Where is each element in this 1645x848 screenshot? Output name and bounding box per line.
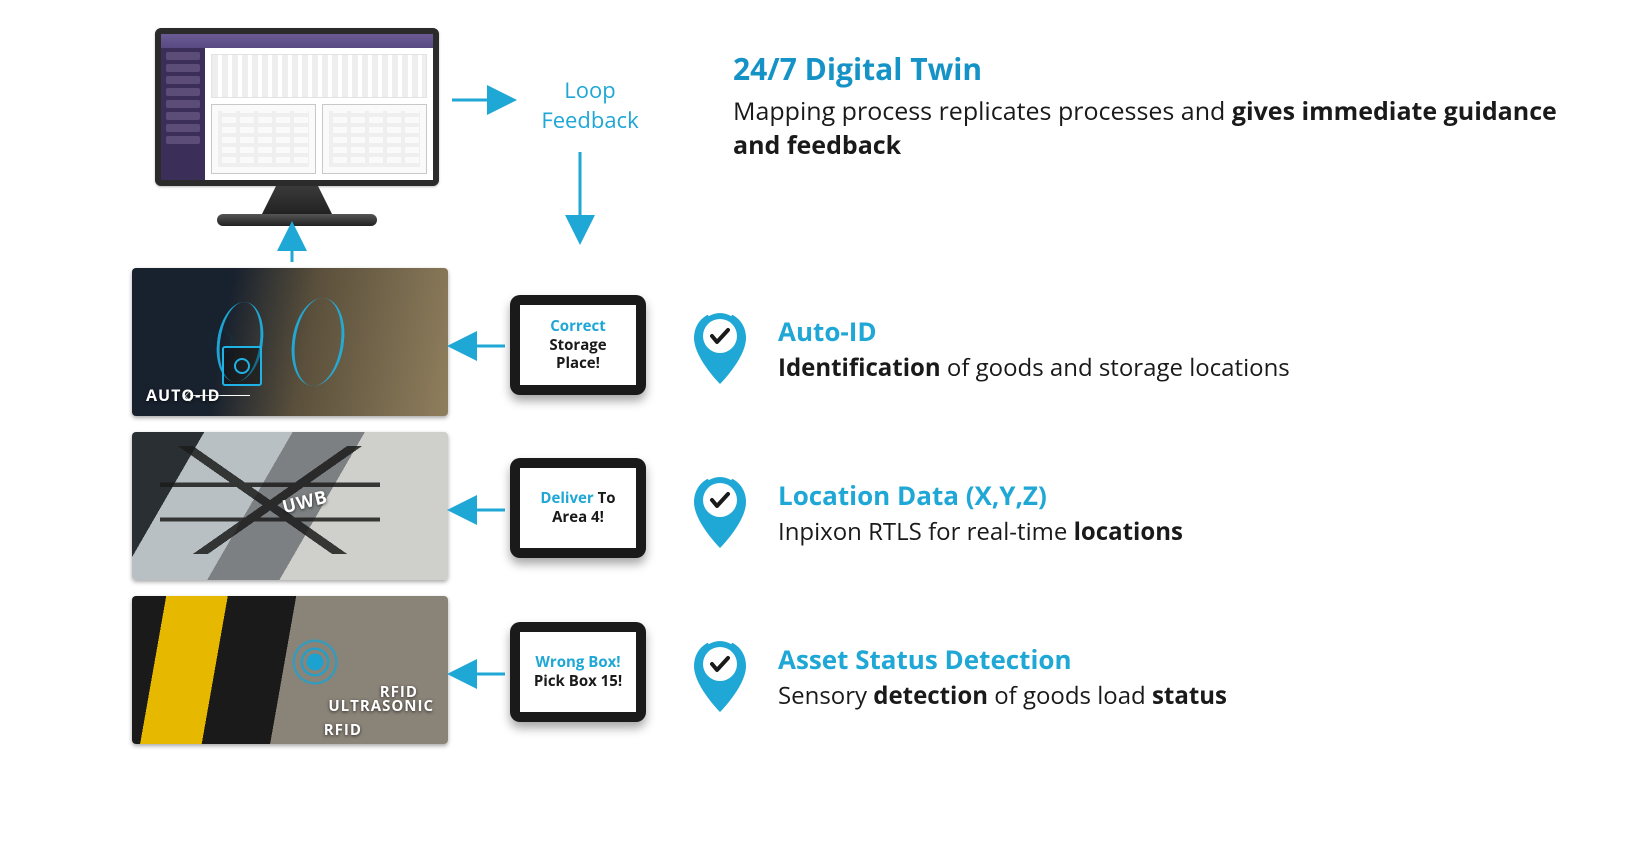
feature-auto-id: Auto-ID Identification of goods and stor… <box>688 306 1585 390</box>
photo3-label-ultrasonic: ULTRASONIC <box>328 696 434 716</box>
photo1-label: AUTO-ID <box>146 384 220 406</box>
digital-twin-monitor <box>155 28 439 226</box>
photo2-label: UWB <box>280 485 331 519</box>
headline-block: 24/7 Digital Twin Mapping process replic… <box>733 48 1585 163</box>
feature1-body: Identification of goods and storage loca… <box>778 351 1290 384</box>
location-check-icon <box>688 470 752 554</box>
feature2-title: Location Data (X,Y,Z) <box>778 477 1183 513</box>
photo3-label-rfid2: RFID <box>324 720 362 740</box>
photo-auto-id: AUTO-ID <box>132 268 448 416</box>
headline-title: 24/7 Digital Twin <box>733 48 1585 89</box>
feature-location-data: Location Data (X,Y,Z) Inpixon RTLS for r… <box>688 470 1585 554</box>
feature-asset-status: Asset Status Detection Sensory detection… <box>688 634 1585 718</box>
monitor-screen <box>155 28 439 186</box>
feature1-title: Auto-ID <box>778 313 1290 349</box>
photo-sensors: RFID ULTRASONIC RFID <box>132 596 448 744</box>
rfid-tag-icon <box>222 346 262 386</box>
location-check-icon <box>688 634 752 718</box>
loop-feedback-label: Loop Feedback <box>520 76 660 135</box>
tablet-msg-deliver: Deliver To Area 4! <box>510 458 646 558</box>
loop-line2: Feedback <box>541 105 638 135</box>
loop-line1: Loop <box>564 75 615 105</box>
feature2-body: Inpixon RTLS for real-time locations <box>778 515 1183 548</box>
feature3-body: Sensory detection of goods load status <box>778 679 1227 712</box>
tablet-msg-storage: Correct Storage Place! <box>510 295 646 395</box>
feature3-title: Asset Status Detection <box>778 641 1227 677</box>
headline-body: Mapping process replicates processes and… <box>733 95 1585 163</box>
photo-uwb: UWB <box>132 432 448 580</box>
tablet-msg-wrongbox: Wrong Box! Pick Box 15! <box>510 622 646 722</box>
location-check-icon <box>688 306 752 390</box>
